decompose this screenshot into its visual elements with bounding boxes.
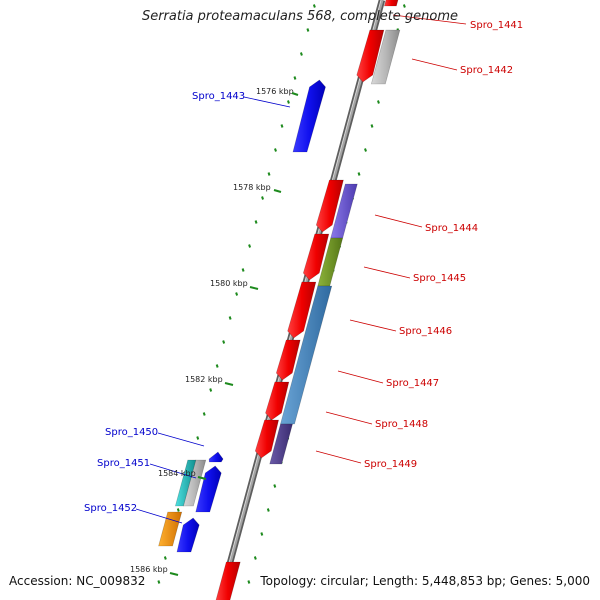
tick-mark bbox=[261, 196, 264, 200]
gene-label-spro-1449[interactable]: Spro_1449 bbox=[364, 459, 417, 470]
gene-spro-1452[interactable] bbox=[176, 517, 200, 553]
gene-spro-1452-orange[interactable] bbox=[158, 511, 183, 547]
gene-label-spro-1448[interactable]: Spro_1448 bbox=[375, 419, 428, 430]
kbp-label-1578: 1578 kbp bbox=[233, 183, 271, 192]
tick-mark bbox=[266, 508, 270, 512]
tick-mark bbox=[222, 340, 226, 344]
gene-label-spro-1450[interactable]: Spro_1450 bbox=[105, 427, 158, 438]
gene-spro-1446-red[interactable] bbox=[287, 281, 317, 339]
tick-mark bbox=[370, 124, 374, 128]
tick-mark bbox=[293, 76, 297, 80]
tick-mark bbox=[241, 268, 245, 272]
gene-label-spro-1447[interactable]: Spro_1447 bbox=[386, 378, 439, 389]
tick-mark bbox=[235, 292, 239, 296]
tick-mark bbox=[253, 556, 257, 560]
tick-mark bbox=[228, 316, 232, 320]
gene-spro-1447-red[interactable] bbox=[275, 339, 301, 381]
genome-summary-text: Topology: circular; Length: 5,448,853 bp… bbox=[260, 574, 590, 588]
gene-label-spro-1446[interactable]: Spro_1446 bbox=[399, 326, 452, 337]
gene-spro-1441[interactable] bbox=[383, 0, 399, 7]
map-title: Serratia proteamaculans 568, complete ge… bbox=[141, 9, 459, 24]
tick-mark bbox=[274, 148, 277, 152]
gene-spro-1453[interactable] bbox=[215, 561, 241, 600]
tick-mark bbox=[157, 580, 161, 584]
tick-mark bbox=[247, 580, 251, 584]
tick-mark bbox=[364, 148, 367, 152]
kbp-label-1584: 1584 kbp bbox=[158, 469, 196, 478]
tick-mark bbox=[299, 52, 303, 56]
gene-spro-1441-body[interactable] bbox=[356, 29, 385, 83]
kbp-label-1586: 1586 kbp bbox=[130, 565, 168, 574]
gene-spro-1451-cyan[interactable] bbox=[174, 459, 197, 507]
tick-mark bbox=[196, 436, 200, 440]
gene-spro-1450[interactable] bbox=[208, 451, 224, 463]
gene-spro-1443[interactable] bbox=[292, 79, 326, 153]
tick-mark bbox=[267, 172, 271, 176]
tick-mark bbox=[280, 124, 284, 128]
gene-spro-1448-red[interactable] bbox=[265, 381, 290, 421]
tick-mark bbox=[402, 4, 406, 8]
kbp-label-1582: 1582 kbp bbox=[185, 375, 223, 384]
tick-mark bbox=[254, 220, 258, 224]
gene-spro-1447[interactable] bbox=[280, 285, 333, 425]
tick-mark bbox=[209, 388, 213, 392]
tick-mark bbox=[202, 412, 206, 416]
gene-spro-1442[interactable] bbox=[370, 29, 401, 85]
gene-label-spro-1443[interactable]: Spro_1443 bbox=[192, 91, 245, 102]
gene-spro-1451[interactable] bbox=[195, 465, 222, 513]
gene-track bbox=[158, 0, 401, 600]
gene-label-spro-1441[interactable]: Spro_1441 bbox=[470, 20, 523, 31]
tick-mark bbox=[306, 28, 310, 32]
tick-mark bbox=[215, 364, 219, 368]
gene-spro-1449-red[interactable] bbox=[254, 419, 279, 459]
tick-mark bbox=[273, 484, 277, 488]
gene-label-spro-1444[interactable]: Spro_1444 bbox=[425, 223, 478, 234]
kbp-scale: 1576 kbp 1578 kbp 1580 kbp 1582 kbp 1584… bbox=[130, 87, 299, 576]
tick-mark bbox=[260, 532, 264, 536]
tick-mark bbox=[312, 4, 316, 8]
tick-mark bbox=[163, 556, 167, 560]
gene-label-spro-1451[interactable]: Spro_1451 bbox=[97, 458, 150, 469]
kbp-label-1580: 1580 kbp bbox=[210, 279, 248, 288]
gene-label-spro-1445[interactable]: Spro_1445 bbox=[413, 273, 466, 284]
gene-spro-1445-red[interactable] bbox=[302, 233, 330, 281]
gene-labels: Spro_1441 Spro_1442 Spro_1444 Spro_1445 … bbox=[84, 14, 523, 524]
gene-label-spro-1452[interactable]: Spro_1452 bbox=[84, 503, 137, 514]
tick-mark bbox=[248, 244, 252, 248]
tick-mark bbox=[176, 508, 180, 512]
gene-spro-1444-red[interactable] bbox=[315, 179, 344, 233]
tick-mark bbox=[287, 100, 290, 104]
gene-label-spro-1442[interactable]: Spro_1442 bbox=[460, 65, 513, 76]
tick-mark bbox=[357, 172, 361, 176]
kbp-label-1576: 1576 kbp bbox=[256, 87, 294, 96]
gene-spro-1449[interactable] bbox=[269, 423, 293, 465]
accession-text: Accession: NC_009832 bbox=[9, 574, 146, 588]
tick-mark bbox=[377, 100, 380, 104]
